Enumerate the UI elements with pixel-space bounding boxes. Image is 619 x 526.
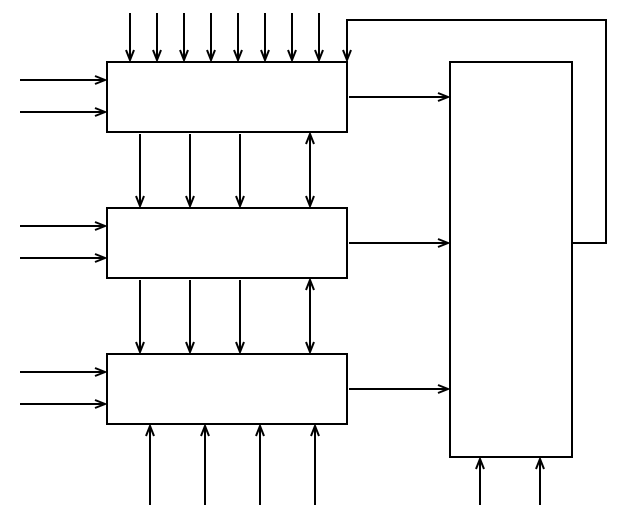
feedback-loop bbox=[343, 20, 606, 243]
mb-2 bbox=[186, 280, 194, 352]
top-in-8 bbox=[315, 13, 323, 60]
bot-in-2 bbox=[201, 426, 209, 505]
mb-3 bbox=[236, 280, 244, 352]
top-in-1 bbox=[126, 13, 134, 60]
tm-2 bbox=[186, 134, 194, 206]
mb-1 bbox=[136, 280, 144, 352]
left-mid-1 bbox=[20, 222, 105, 230]
tm-3 bbox=[236, 134, 244, 206]
mb-4 bbox=[306, 280, 314, 352]
tm-4 bbox=[306, 134, 314, 206]
box-right bbox=[450, 62, 572, 457]
left-top-2 bbox=[20, 108, 105, 116]
left-bot-1 bbox=[20, 368, 105, 376]
to-right-top bbox=[349, 93, 448, 101]
top-in-7 bbox=[288, 13, 296, 60]
left-top-1 bbox=[20, 76, 105, 84]
left-bot-2 bbox=[20, 400, 105, 408]
top-in-5 bbox=[234, 13, 242, 60]
top-in-6 bbox=[261, 13, 269, 60]
diagram-canvas bbox=[0, 0, 619, 526]
top-in-2 bbox=[153, 13, 161, 60]
box-top bbox=[107, 62, 347, 132]
to-right-bot bbox=[349, 385, 448, 393]
bot-in-4 bbox=[311, 426, 319, 505]
left-mid-2 bbox=[20, 254, 105, 262]
right-in-2 bbox=[536, 459, 544, 505]
top-in-4 bbox=[207, 13, 215, 60]
right-in-1 bbox=[476, 459, 484, 505]
bot-in-1 bbox=[146, 426, 154, 505]
box-bot bbox=[107, 354, 347, 424]
bot-in-3 bbox=[256, 426, 264, 505]
to-right-mid bbox=[349, 239, 448, 247]
top-in-3 bbox=[180, 13, 188, 60]
box-mid bbox=[107, 208, 347, 278]
tm-1 bbox=[136, 134, 144, 206]
